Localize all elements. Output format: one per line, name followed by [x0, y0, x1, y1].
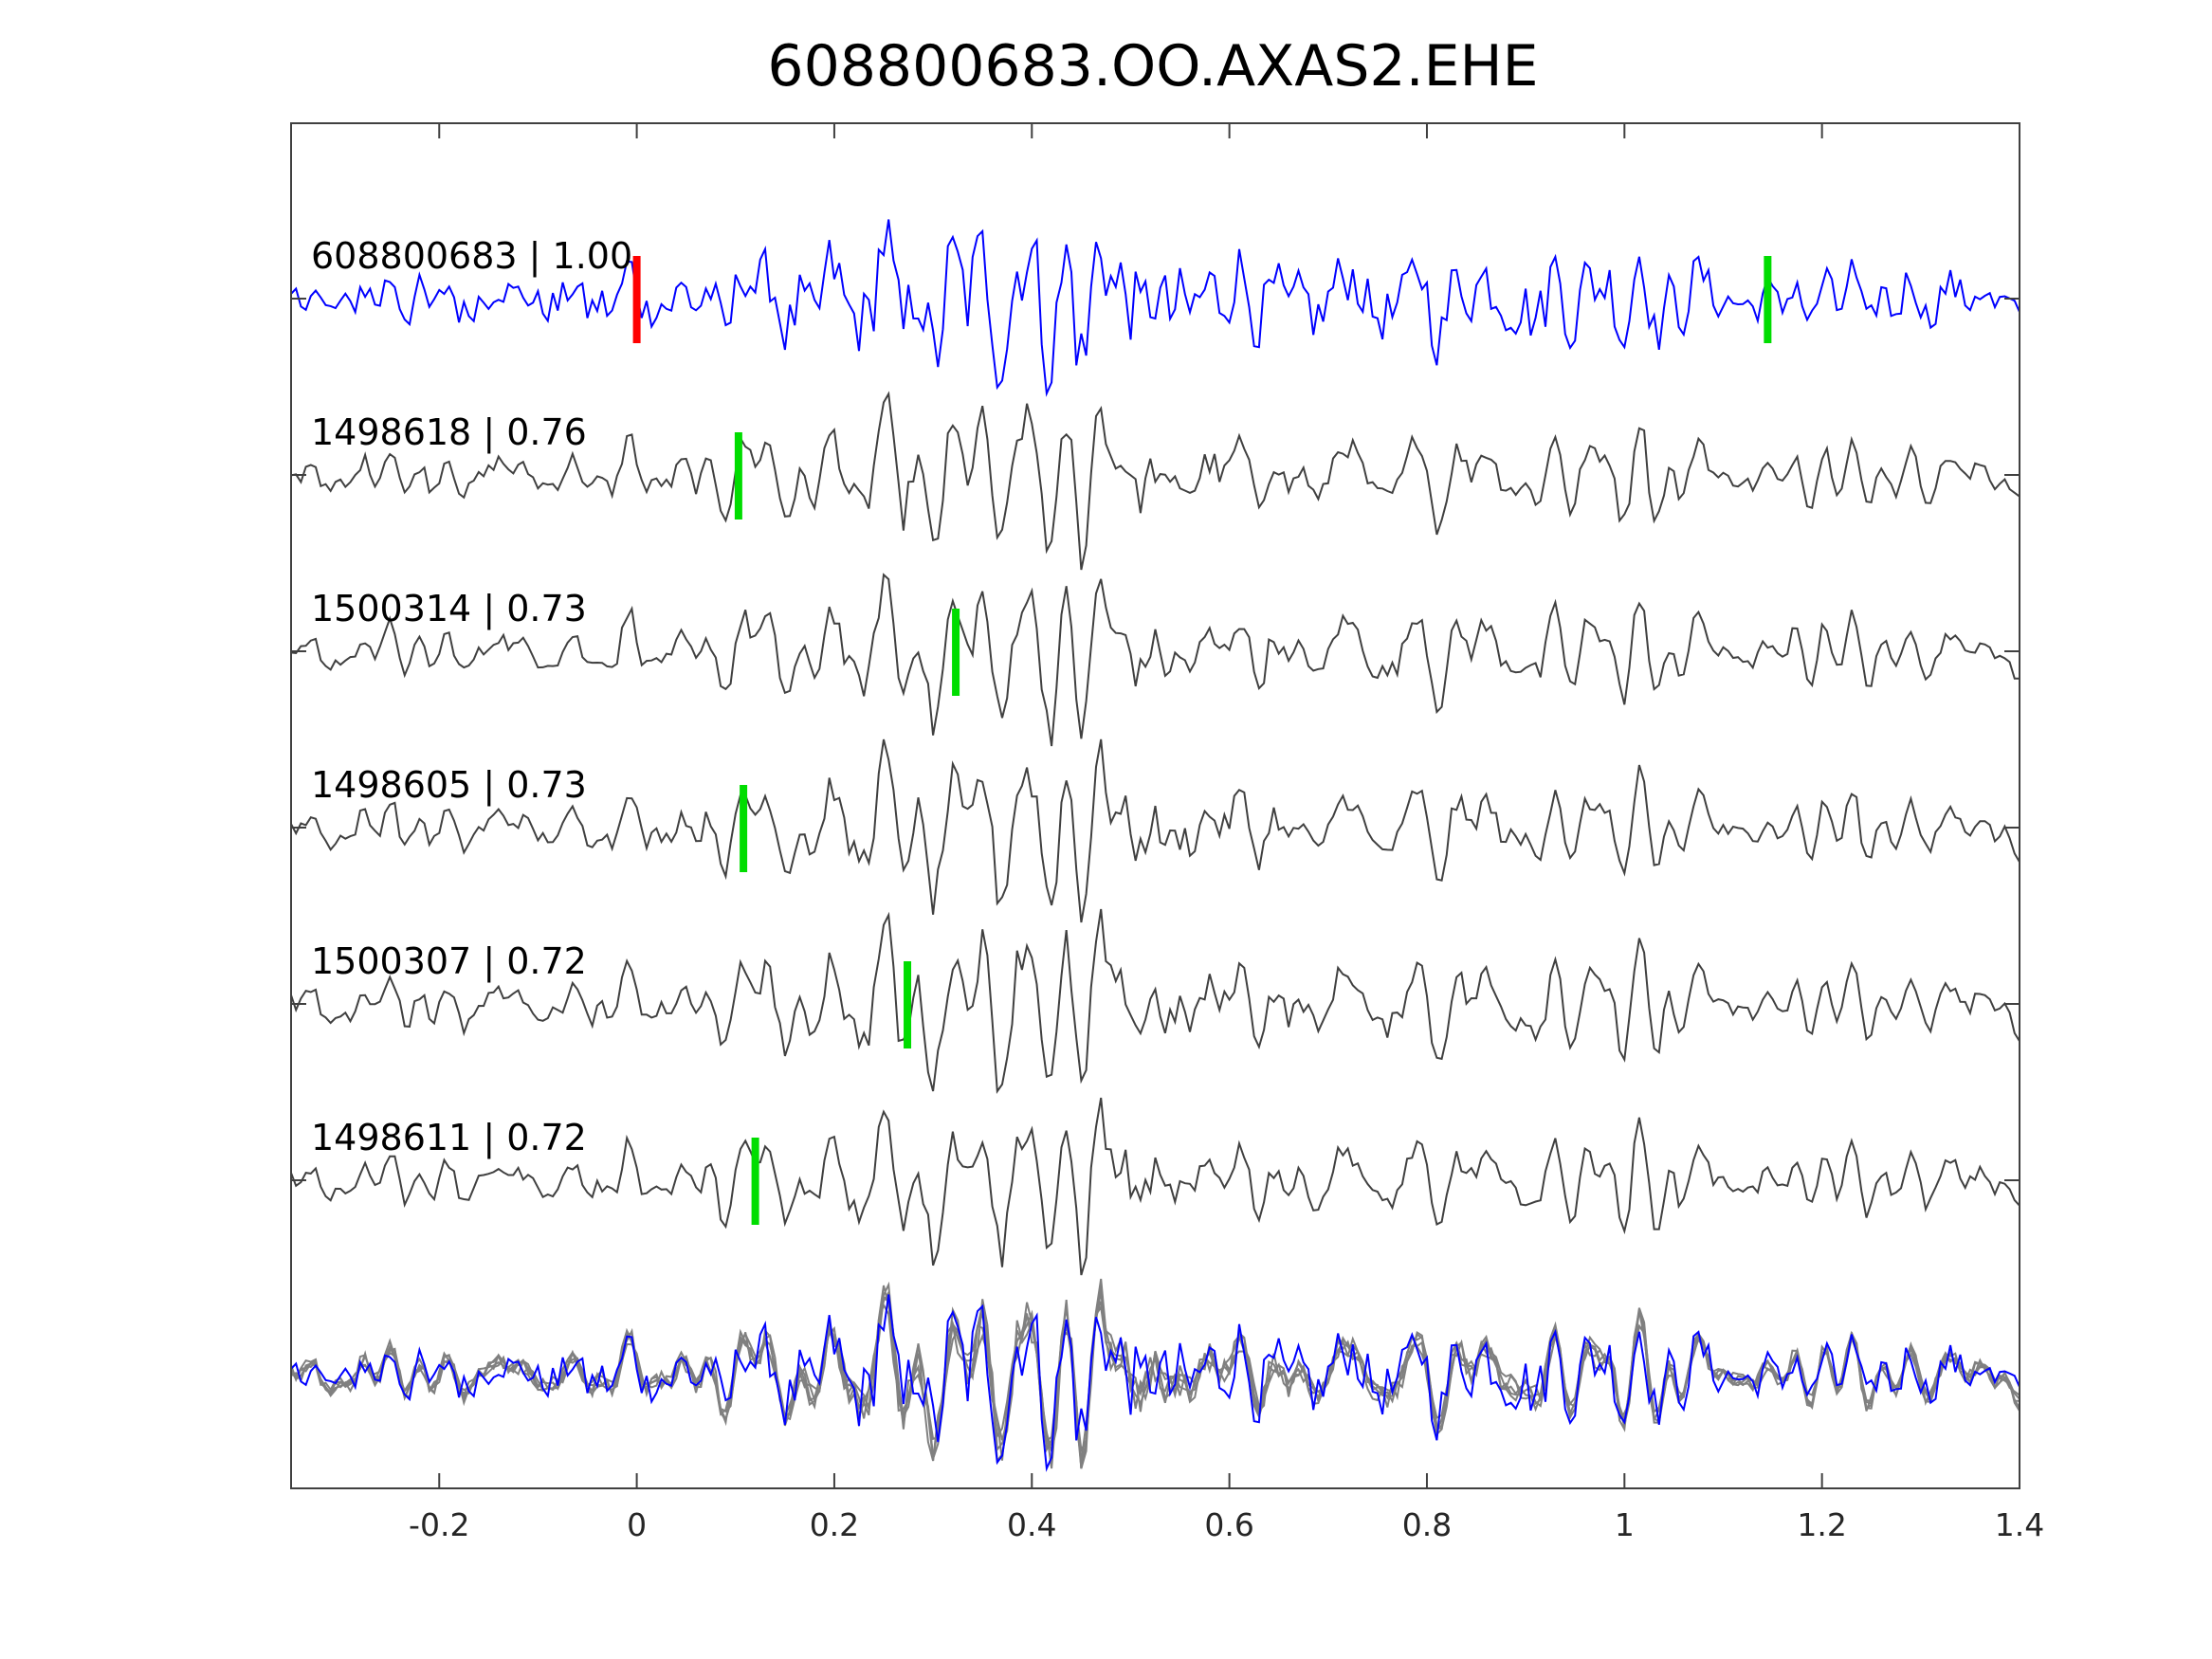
- waveform-trace: [290, 738, 2020, 923]
- waveform-trace: [290, 908, 2020, 1094]
- waveform-trace: [290, 219, 2020, 397]
- waveform-trace: [290, 391, 2020, 571]
- x-tick-label: 0.4: [1007, 1506, 1056, 1543]
- x-tick-label: 0.2: [810, 1506, 859, 1543]
- waveform-trace: [290, 1097, 2020, 1276]
- traces-group: [290, 219, 2020, 1472]
- stacked-template-trace: [290, 1294, 2020, 1472]
- plot-frame: [290, 122, 2020, 1489]
- x-tick-label: 1.4: [1995, 1506, 2044, 1543]
- trace-label: 1498611 | 0.72: [311, 1117, 587, 1159]
- axis-ticks: -0.2 0 0.2 0.4 0.6 0.8 1 1.2 1.4: [291, 123, 2044, 1543]
- trace-label: 1500307 | 0.72: [311, 940, 587, 983]
- stacked-trace: [290, 1289, 2020, 1469]
- trace-label: 1498605 | 0.73: [311, 764, 587, 807]
- x-tick-label: 0.8: [1402, 1506, 1452, 1543]
- trace-label: 1500314 | 0.73: [311, 588, 587, 630]
- trace-label: 1498618 | 0.76: [311, 411, 587, 454]
- x-tick-label: 0: [627, 1506, 647, 1543]
- chart-title: 608800683.OO.AXAS2.EHE: [767, 33, 1538, 100]
- x-tick-label: 1: [1615, 1506, 1635, 1543]
- x-tick-label: 1.2: [1797, 1506, 1846, 1543]
- trace-labels: 608800683 | 1.00 1498618 | 0.76 1500314 | …: [311, 235, 632, 1159]
- waveform-trace: [290, 573, 2020, 747]
- x-tick-label: -0.2: [409, 1506, 469, 1543]
- x-tick-label: 0.6: [1204, 1506, 1253, 1543]
- trace-label: 608800683 | 1.00: [311, 235, 632, 278]
- stacked-trace: [290, 1295, 2020, 1469]
